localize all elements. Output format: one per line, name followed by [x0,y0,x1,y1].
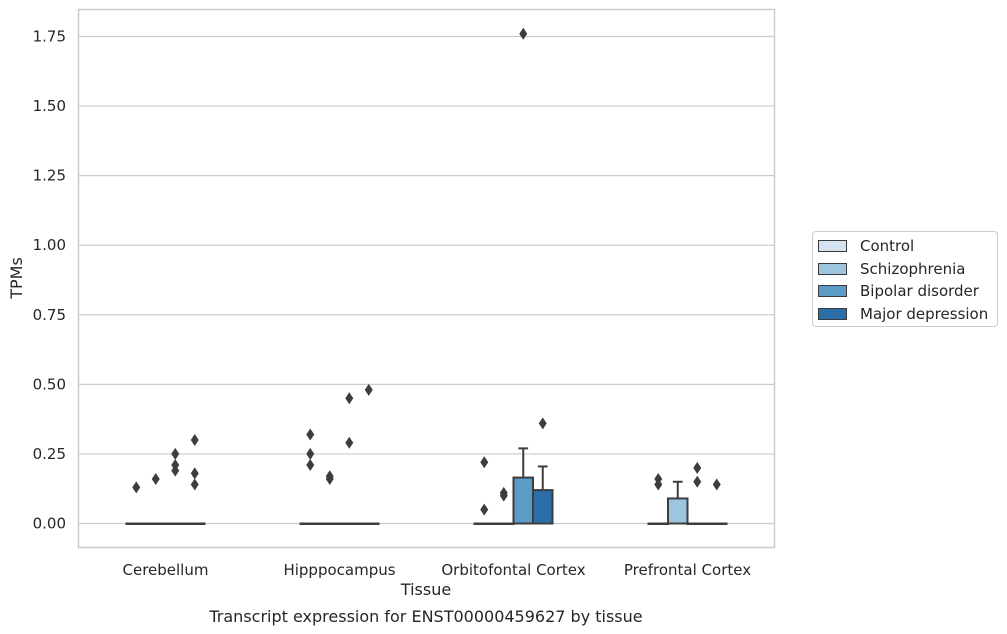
chart-caption: Transcript expression for ENST0000045962… [208,607,642,626]
outlier-point [480,456,489,469]
y-tick-label: 1.75 [33,28,66,46]
box-control-prefrontal-cortex [647,472,669,525]
box-bipolar-disorder-cerebellum [164,447,186,525]
legend-swatch-major-depression [818,307,847,320]
y-tick-label: 1.50 [33,97,66,115]
outlier-point [325,472,334,485]
box-control-cerebellum [125,481,147,525]
box-major-depression-prefrontal-cortex [706,478,728,525]
box-schizophrenia-orbitofontal-cortex [493,486,515,525]
y-tick-label: 0.75 [33,306,66,324]
outlier-point [306,447,315,460]
outlier-point [693,475,702,488]
outlier-point [538,417,547,430]
legend-swatch-bipolar-disorder [818,285,847,298]
box-major-depression-orbitofontal-cortex [532,417,554,525]
outlier-point [306,428,315,441]
outlier-point [190,478,199,491]
y-tick-label: 0.25 [33,445,66,463]
x-tick-labels: Cerebellum Hipppocampus Orbitofontal Corte… [123,561,752,579]
outlier-point [190,434,199,447]
outlier-point [171,464,180,477]
legend-item-major-depression: Major depression [818,303,997,326]
y-axis-label: TPMs [7,257,26,300]
y-tick-label: 1.00 [33,236,66,254]
legend-item-bipolar-disorder: Bipolar disorder [818,280,997,303]
y-gridlines [78,35,775,525]
outlier-point [654,478,663,491]
outlier-point [345,436,354,449]
box-control-orbitofontal-cortex [473,456,495,525]
y-tick-label: 0.00 [33,515,66,533]
outlier-point [519,27,528,40]
box-major-depression-cerebellum [184,434,206,525]
box-bipolar-disorder-prefrontal-cortex [686,461,708,525]
x-tick-label-prefrontal-cortex: Prefrontal Cortex [624,561,751,579]
y-tick-label: 0.50 [33,375,66,393]
legend-swatch-control [818,240,847,253]
legend: Control Schizophrenia Bipolar disorder M… [812,231,998,327]
legend-swatch-schizophrenia [818,262,847,275]
legend-item-control: Control [818,235,997,258]
x-tick-label-hipppocampus: Hipppocampus [283,561,395,579]
box [532,489,554,525]
box-schizophrenia-cerebellum [145,472,167,525]
outlier-point [132,481,141,494]
legend-label-control: Control [860,237,915,256]
outlier-point [171,447,180,460]
box-schizophrenia-hipppocampus [319,470,341,525]
box-bipolar-disorder-hipppocampus [338,392,360,525]
outlier-point [364,383,373,396]
box-control-hipppocampus [299,428,321,525]
box-major-depression-hipppocampus [358,383,380,525]
x-axis-label: Tissue [400,580,451,599]
legend-label-schizophrenia: Schizophrenia [860,259,966,278]
outlier-point [499,489,508,502]
y-tick-labels: 0.00 0.25 0.50 0.75 1.00 1.25 1.50 1.75 [33,28,66,533]
outlier-point [190,467,199,480]
x-tick-label-cerebellum: Cerebellum [123,561,209,579]
box-bipolar-disorder-orbitofontal-cortex [512,27,534,525]
y-tick-label: 1.25 [33,167,66,185]
x-tick-label-orbitofontal-cortex: Orbitofontal Cortex [441,561,585,579]
outlier-point [306,459,315,472]
outlier-point [480,503,489,516]
plot-frame [77,8,776,549]
legend-label-bipolar-disorder: Bipolar disorder [860,282,979,301]
box [667,497,689,525]
outlier-point [693,461,702,474]
legend-item-schizophrenia: Schizophrenia [818,258,997,281]
box [512,476,534,525]
legend-label-major-depression: Major depression [860,304,989,323]
outlier-point [151,472,160,485]
outlier-point [345,392,354,405]
box-schizophrenia-prefrontal-cortex [667,480,689,525]
outlier-point [712,478,721,491]
box-marks [125,27,728,525]
